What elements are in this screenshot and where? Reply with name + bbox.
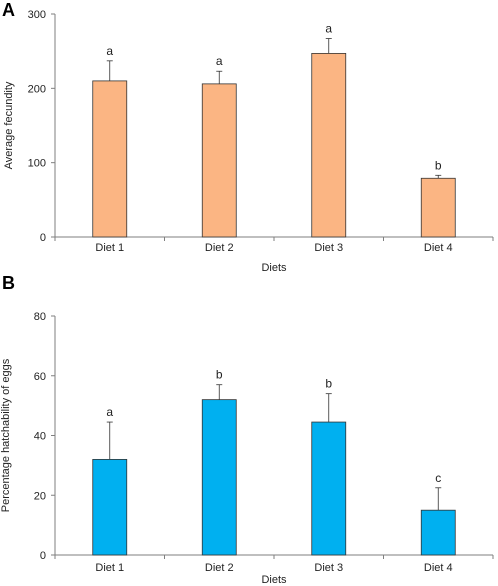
x-axis-label-b: Diets	[261, 574, 287, 586]
significance-label-a: b	[435, 158, 442, 172]
significance-label-b: b	[325, 377, 332, 391]
y-tick-label-b: 40	[34, 431, 46, 443]
bar-a	[92, 80, 128, 238]
y-tick-label-b: 60	[34, 371, 46, 383]
x-tick-label-a: Diet 4	[424, 242, 453, 254]
x-tick-label-b: Diet 1	[95, 562, 124, 574]
bar-b	[92, 458, 128, 556]
x-tick-label-b: Diet 3	[314, 562, 343, 574]
chart-a: 0 100 200 300 a Diet 1 a Diet 2 a Diet 3 b Diet 4 Di…	[3, 9, 494, 274]
panel-label-b: B	[2, 273, 15, 293]
x-tick-label-a: Diet 1	[95, 242, 124, 254]
bar-a	[311, 52, 347, 238]
x-tick-label-b: Diet 4	[424, 562, 453, 574]
significance-label-b: a	[106, 405, 113, 419]
significance-label-a: a	[216, 54, 223, 68]
significance-label-a: a	[106, 44, 113, 58]
x-tick-label-a: Diet 2	[205, 242, 234, 254]
significance-label-a: a	[325, 22, 332, 36]
bar-a	[201, 83, 237, 238]
x-tick-label-b: Diet 2	[205, 562, 234, 574]
x-tick-label-a: Diet 3	[314, 242, 343, 254]
y-tick-label-b: 80	[34, 311, 46, 323]
y-tick-label-b: 0	[40, 550, 46, 562]
y-tick-label-a: 100	[28, 158, 46, 170]
significance-label-b: c	[435, 471, 441, 485]
y-axis-label-a: Average fecundity	[3, 81, 15, 169]
y-tick-label-a: 200	[28, 83, 46, 95]
y-tick-label-b: 20	[34, 490, 46, 502]
x-axis-label-a: Diets	[261, 262, 287, 274]
y-axis-label-b: Percentage hatchability of eggs	[0, 358, 12, 512]
bar-a	[420, 177, 456, 238]
chart-b: 0 20 40 60 80 a Diet 1 b Diet 2 b Diet 3 c Diet 4 Die…	[0, 311, 494, 586]
bar-b	[201, 399, 237, 556]
panel-label-a: A	[2, 0, 15, 20]
y-tick-label-a: 0	[40, 232, 46, 244]
bar-b	[420, 509, 456, 556]
y-tick-label-a: 300	[28, 9, 46, 21]
significance-label-b: b	[216, 368, 223, 382]
bar-b	[311, 421, 347, 556]
